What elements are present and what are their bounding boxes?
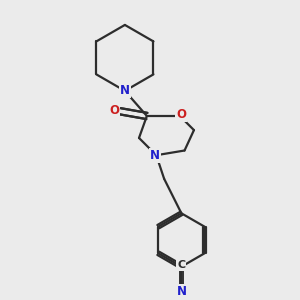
Text: O: O bbox=[176, 108, 186, 121]
Text: O: O bbox=[110, 104, 119, 117]
Text: C: C bbox=[177, 260, 185, 270]
Text: N: N bbox=[176, 285, 186, 298]
Text: N: N bbox=[150, 149, 160, 162]
Text: N: N bbox=[120, 84, 130, 98]
